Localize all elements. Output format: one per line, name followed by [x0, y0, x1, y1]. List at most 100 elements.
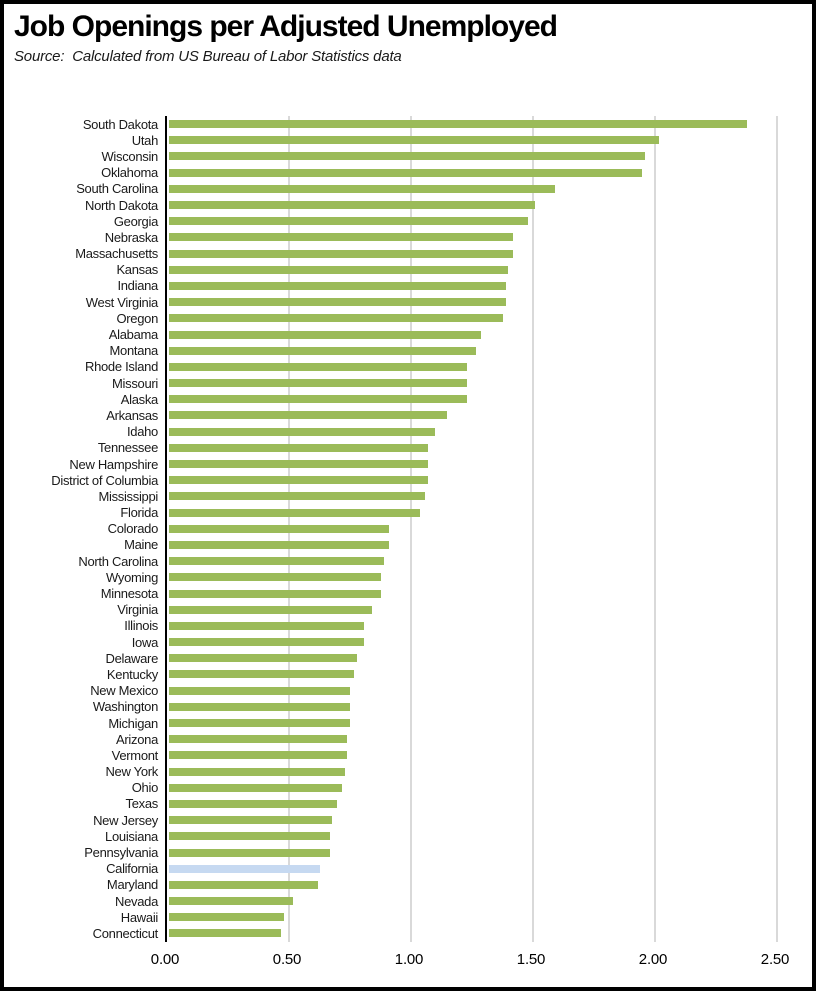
- bar: [169, 605, 372, 614]
- bar: [169, 362, 467, 371]
- bar-row: Colorado: [8, 521, 808, 537]
- bar-row: Alaska: [8, 391, 808, 407]
- bar-track: [167, 666, 808, 682]
- bar-track: [167, 877, 808, 893]
- bar: [169, 654, 357, 663]
- category-label: South Dakota: [82, 116, 158, 132]
- bar-track: [167, 844, 808, 860]
- category-label: Rhode Island: [84, 359, 158, 375]
- bar-highlighted: [169, 864, 321, 873]
- category-label: Wyoming: [106, 569, 158, 585]
- bar-track: [167, 246, 808, 262]
- bar: [169, 848, 331, 857]
- bar-track: [167, 440, 808, 456]
- bar-track: [167, 375, 808, 391]
- bar-row: North Carolina: [8, 553, 808, 569]
- gridline: [410, 116, 412, 942]
- bar-row: Minnesota: [8, 585, 808, 601]
- bar: [169, 573, 382, 582]
- bar: [169, 427, 435, 436]
- category-label: Missouri: [112, 375, 158, 391]
- category-label: Wisconsin: [101, 148, 158, 164]
- bar-row: Texas: [8, 796, 808, 812]
- bar: [169, 233, 514, 242]
- bar-row: Alabama: [8, 326, 808, 342]
- bar-row: Oklahoma: [8, 165, 808, 181]
- bar: [169, 799, 338, 808]
- bar-row: Oregon: [8, 310, 808, 326]
- category-label: Ohio: [131, 780, 159, 796]
- category-label: Montana: [109, 343, 159, 359]
- x-tick-label: 2.50: [760, 950, 790, 968]
- bar-track: [167, 828, 808, 844]
- bar-track: [167, 650, 808, 666]
- bar: [169, 168, 643, 177]
- bar-row: Missouri: [8, 375, 808, 391]
- category-label: Iowa: [131, 634, 159, 650]
- category-label: Florida: [120, 505, 158, 521]
- bar: [169, 816, 333, 825]
- category-label: Vermont: [111, 747, 159, 763]
- category-label: Maine: [124, 537, 158, 553]
- bar-row: Louisiana: [8, 828, 808, 844]
- bar-track: [167, 359, 808, 375]
- bar-row: Montana: [8, 343, 808, 359]
- bar: [169, 880, 318, 889]
- category-label: Colorado: [107, 521, 159, 537]
- bar: [169, 897, 294, 906]
- bar-row: Rhode Island: [8, 359, 808, 375]
- category-label: Pennsylvania: [84, 845, 158, 861]
- bar: [169, 460, 428, 469]
- category-label: Nebraska: [104, 229, 159, 245]
- bar-track: [167, 602, 808, 618]
- bar-row: Washington: [8, 699, 808, 715]
- category-label: Mississippi: [98, 488, 158, 504]
- bar-track: [167, 764, 808, 780]
- bar: [169, 540, 389, 549]
- bar-row: Wisconsin: [8, 148, 808, 164]
- bar-track: [167, 553, 808, 569]
- bar: [169, 702, 350, 711]
- category-label: Utah: [131, 132, 159, 148]
- bar-track: [167, 925, 808, 941]
- category-label: Connecticut: [92, 925, 159, 941]
- category-label: Kansas: [116, 262, 158, 278]
- bar-row: Florida: [8, 505, 808, 521]
- bar-row: Tennessee: [8, 440, 808, 456]
- category-label: West Virginia: [85, 294, 159, 310]
- category-label: Hawaii: [120, 909, 159, 925]
- bar: [169, 767, 345, 776]
- bar: [169, 298, 506, 307]
- x-tick-label: 0.50: [272, 950, 302, 968]
- category-label: Delaware: [105, 650, 158, 666]
- category-label: New York: [105, 764, 158, 780]
- bar: [169, 330, 482, 339]
- bar-row: Idaho: [8, 424, 808, 440]
- bar: [169, 735, 348, 744]
- bar-row: New York: [8, 764, 808, 780]
- bar-row: Massachusetts: [8, 246, 808, 262]
- bar-track: [167, 909, 808, 925]
- chart-title: Job Openings per Adjusted Unemployed: [14, 10, 558, 43]
- x-axis: 0.00 0.50 1.00 1.50 2.00 2.50: [151, 942, 808, 976]
- bar-row: South Dakota: [8, 116, 808, 132]
- category-label: Oklahoma: [101, 165, 158, 181]
- x-tick-label: 0.00: [150, 950, 180, 968]
- bar: [169, 557, 384, 566]
- bar: [169, 411, 448, 420]
- x-tick-label: 1.50: [516, 950, 546, 968]
- bar: [169, 379, 467, 388]
- bar-track: [167, 213, 808, 229]
- category-label: Michigan: [108, 715, 158, 731]
- gridline: [776, 116, 778, 942]
- category-label: New Jersey: [93, 812, 158, 828]
- bar-row: Virginia: [8, 602, 808, 618]
- bar-row: South Carolina: [8, 181, 808, 197]
- bar-row: Utah: [8, 132, 808, 148]
- bar-row: Georgia: [8, 213, 808, 229]
- category-label: Indiana: [117, 278, 158, 294]
- bar-track: [167, 780, 808, 796]
- category-label: New Hampshire: [69, 456, 158, 472]
- category-label: Arizona: [116, 731, 158, 747]
